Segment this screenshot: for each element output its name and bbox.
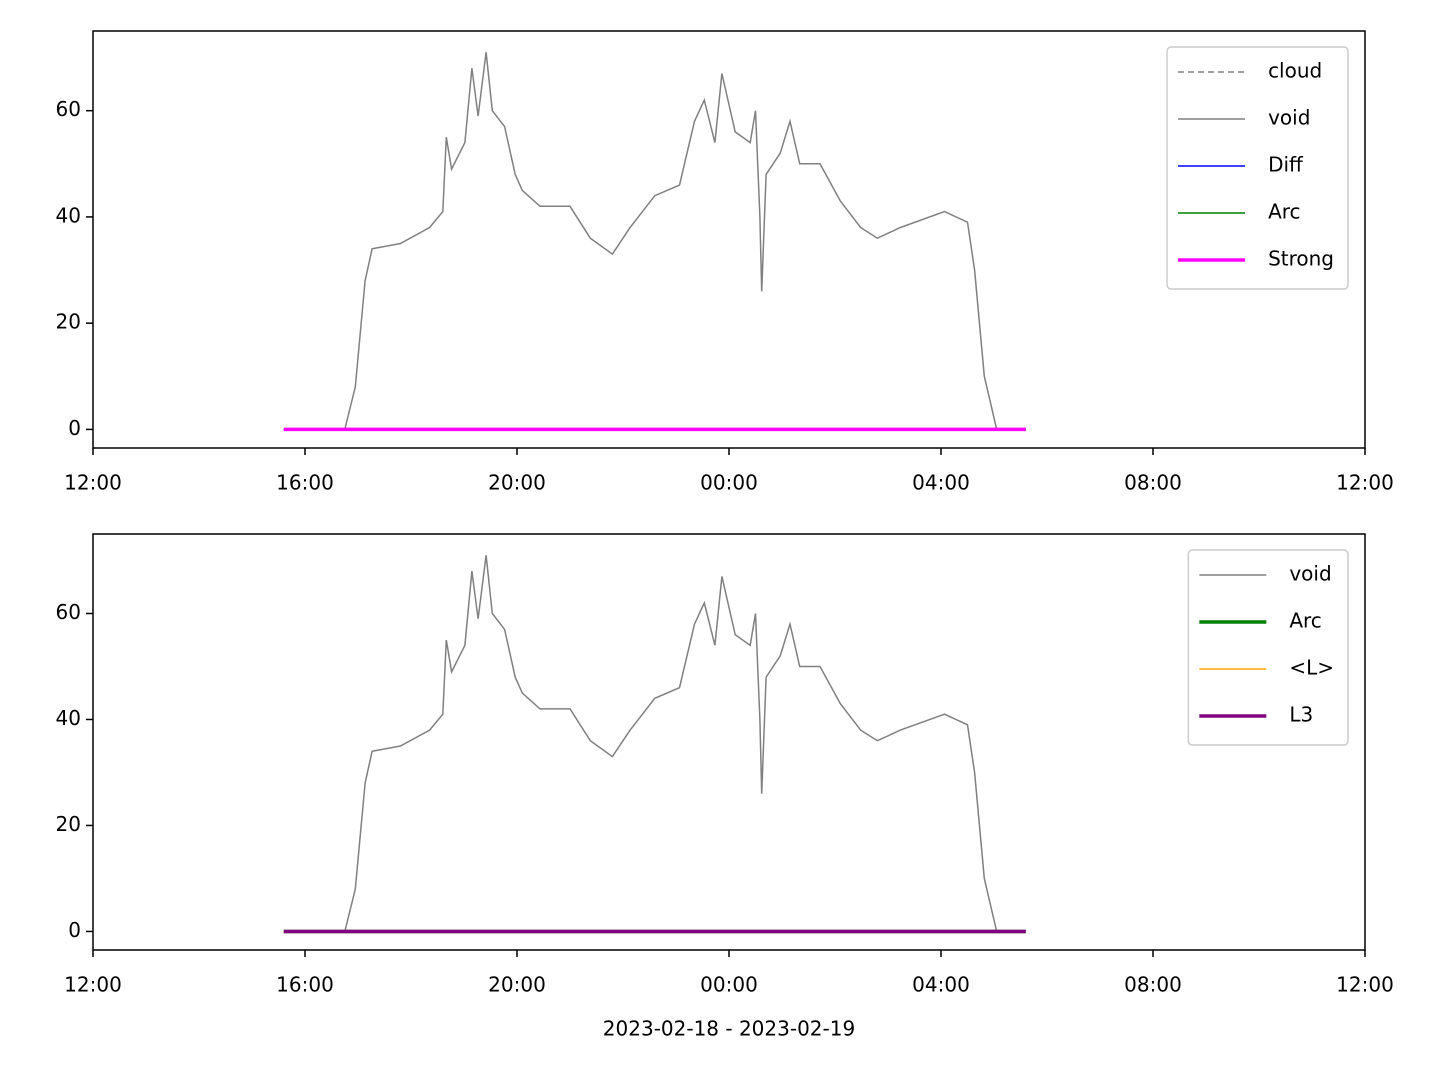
x-tick-label: 04:00 [912, 973, 970, 997]
x-tick-label: 12:00 [1336, 471, 1394, 495]
x-tick-label: 04:00 [912, 471, 970, 495]
y-tick-label: 40 [56, 706, 81, 730]
subplot: 0 20 40 60 12:00 16:00 20:00 00:00 04:00 08:00 12:… [56, 30, 1394, 495]
series-line [344, 52, 998, 430]
x-tick-label: 16:00 [276, 973, 334, 997]
legend-label: Arc [1289, 609, 1321, 633]
legend-label: Strong [1268, 247, 1334, 271]
x-tick-label: 08:00 [1124, 471, 1182, 495]
legend: void Arc <L> L3 [1187, 549, 1349, 746]
legend-label: Arc [1268, 200, 1300, 224]
y-tick-label: 0 [68, 918, 81, 942]
x-tick-label: 16:00 [276, 471, 334, 495]
y-tick-label: 60 [56, 97, 81, 121]
legend-label: L3 [1289, 703, 1313, 727]
legend-label: void [1289, 562, 1331, 586]
y-tick-label: 20 [56, 310, 81, 334]
series-line [344, 555, 998, 932]
x-tick-label: 00:00 [700, 973, 758, 997]
x-tick-label: 00:00 [700, 471, 758, 495]
legend-label: <L> [1289, 656, 1334, 680]
x-tick-label: 08:00 [1124, 973, 1182, 997]
y-tick-label: 0 [68, 416, 81, 440]
y-tick-label: 20 [56, 812, 81, 836]
legend: cloud void Diff Arc Strong [1166, 46, 1349, 290]
x-axis-label: 2023-02-18 - 2023-02-19 [603, 1017, 855, 1041]
x-tick-label: 20:00 [488, 471, 546, 495]
legend-box [1166, 46, 1349, 290]
x-tick-label: 20:00 [488, 973, 546, 997]
legend-box [1187, 549, 1349, 746]
axes-frame [92, 533, 1366, 951]
legend-label: Diff [1268, 153, 1304, 177]
y-tick-label: 40 [56, 203, 81, 227]
x-tick-label: 12:00 [1336, 973, 1394, 997]
subplot: 0 20 40 60 12:00 16:00 20:00 00:00 04:00 08:00 12:… [56, 533, 1394, 1041]
x-tick-label: 12:00 [64, 471, 122, 495]
y-tick-label: 60 [56, 600, 81, 624]
legend-label: void [1268, 106, 1310, 130]
legend-label: cloud [1268, 59, 1322, 83]
x-tick-label: 12:00 [64, 973, 122, 997]
